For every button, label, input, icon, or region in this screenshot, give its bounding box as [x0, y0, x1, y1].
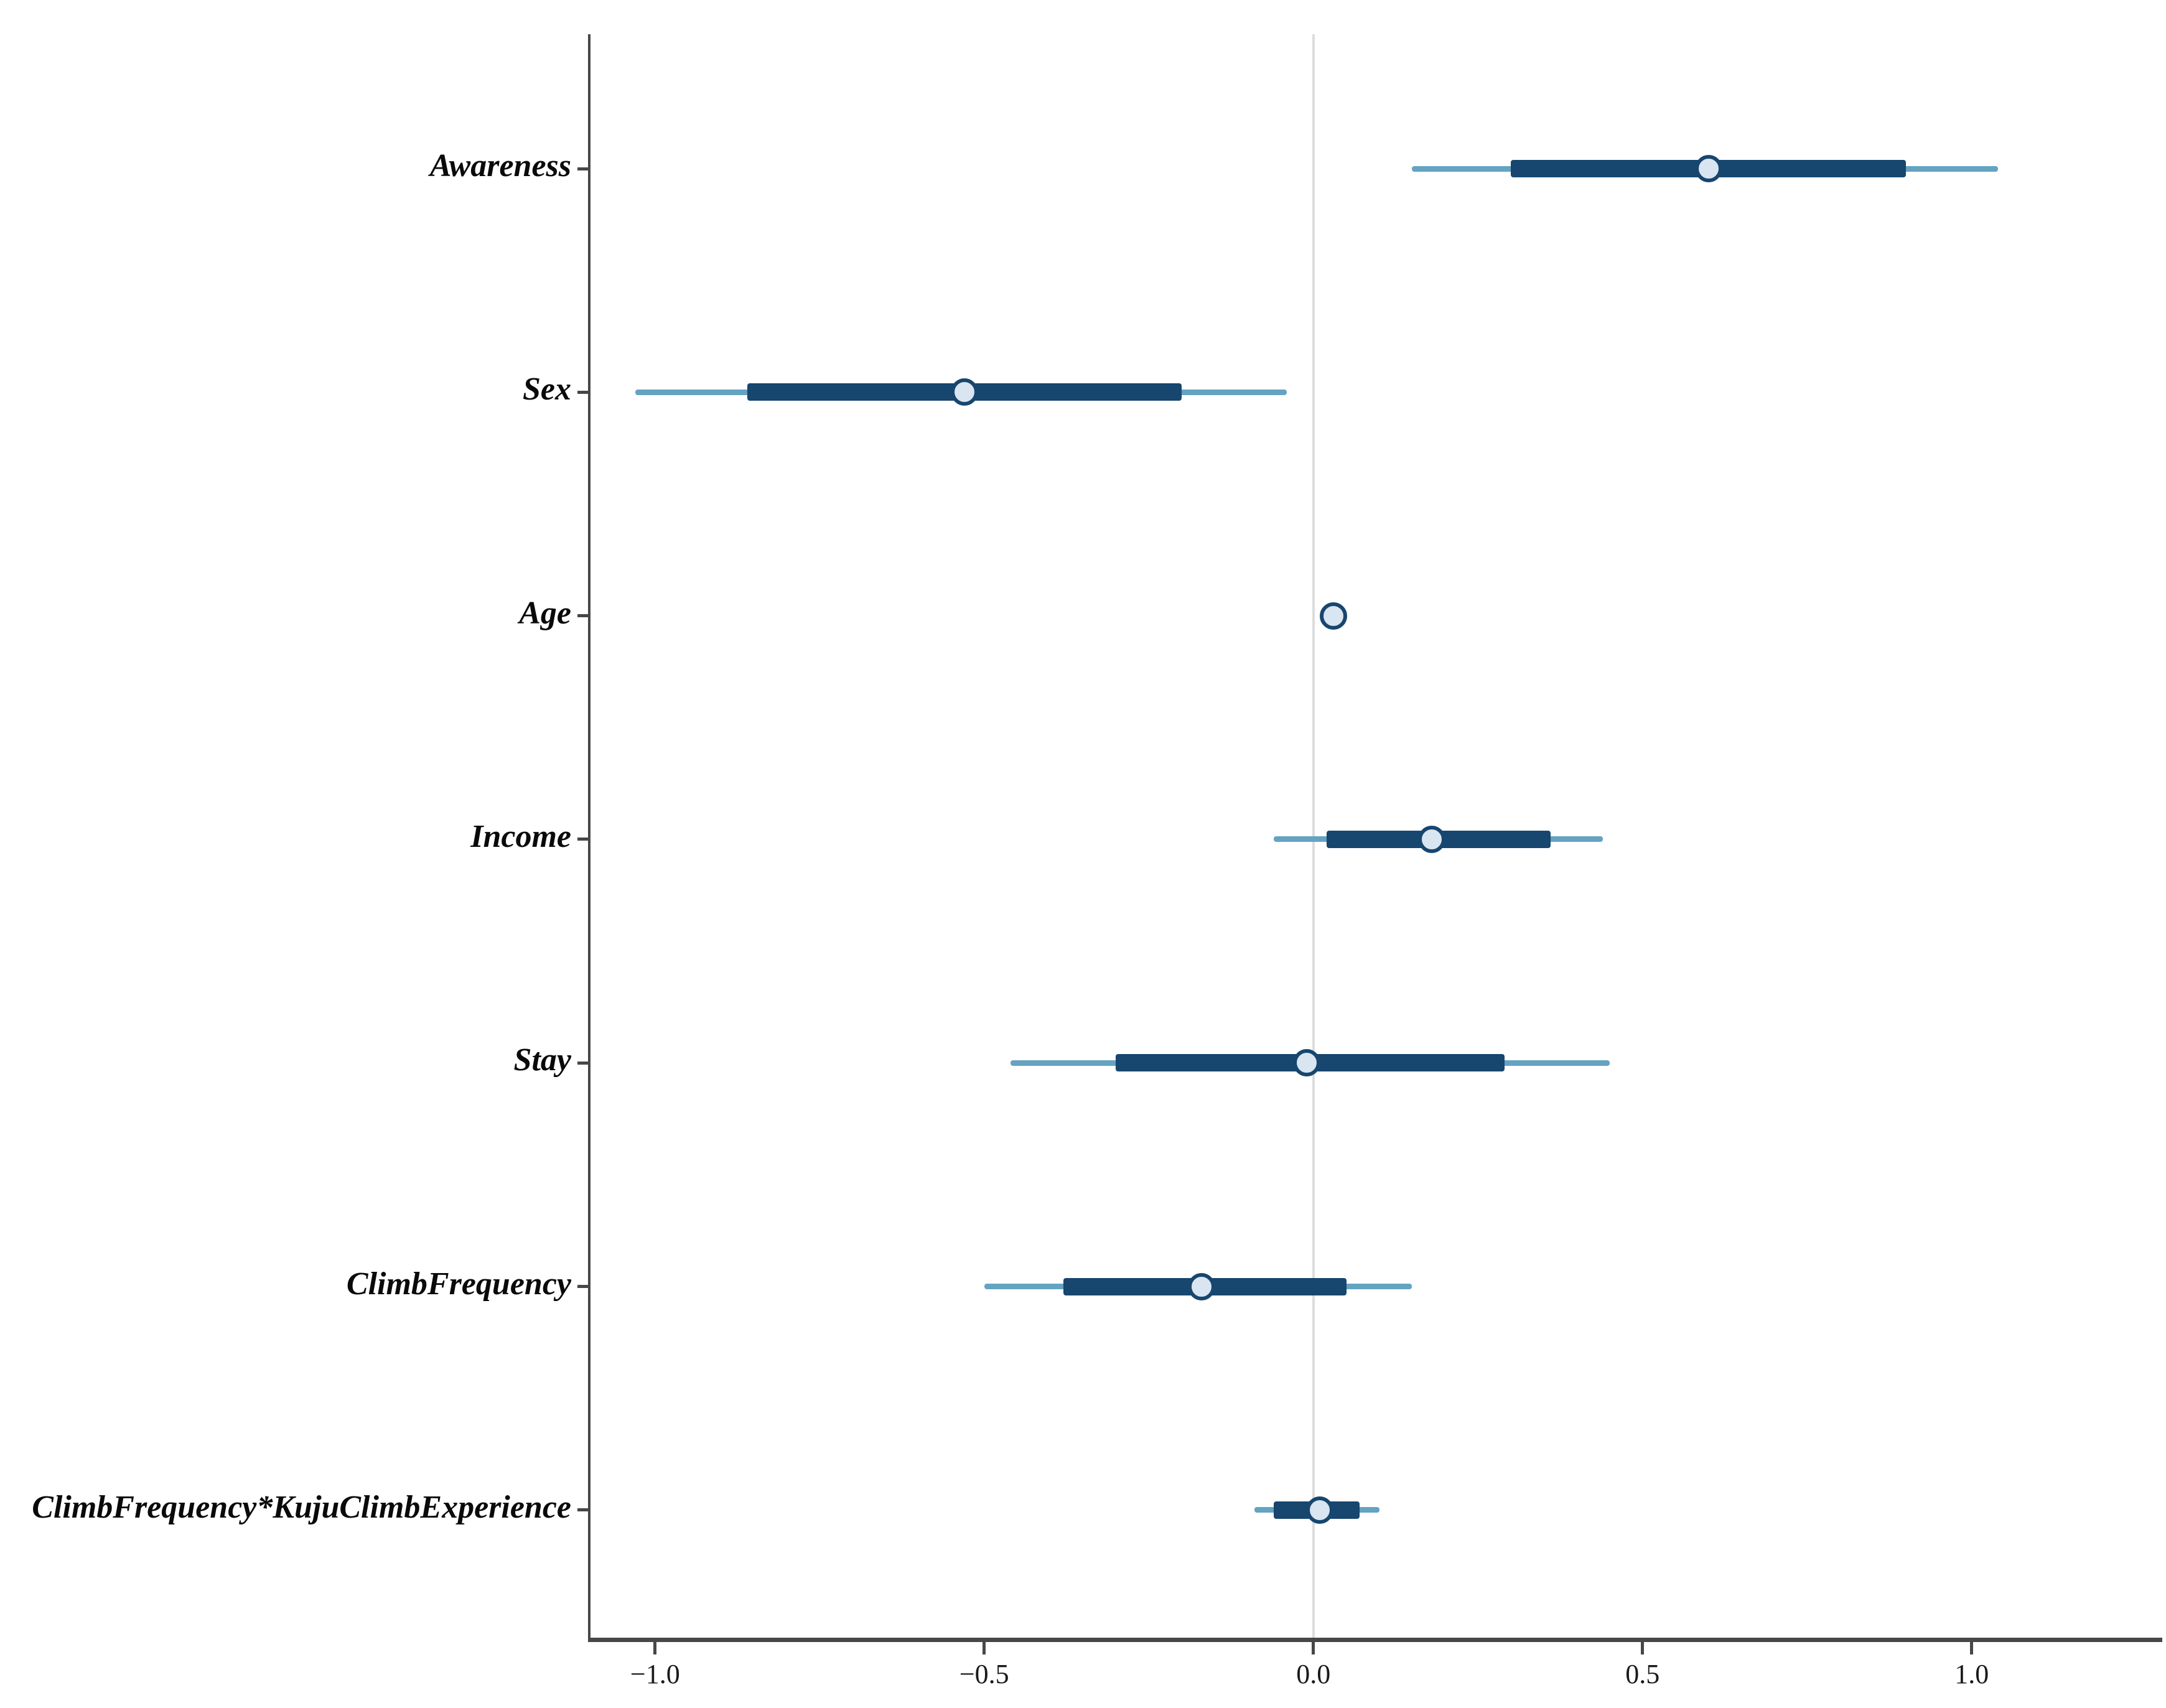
x-axis-tick-label: −1.0	[630, 1659, 680, 1689]
x-axis-line	[588, 1638, 2162, 1642]
row-label: Income	[470, 818, 571, 854]
row-label: Awareness	[429, 148, 571, 184]
estimate-point	[1187, 1272, 1215, 1300]
y-axis-tick-mark	[577, 614, 589, 618]
estimate-point	[1306, 1496, 1334, 1524]
row-label: Sex	[523, 371, 571, 408]
row-label: Age	[519, 595, 571, 631]
y-axis-line	[588, 34, 591, 1642]
row-label: Stay	[513, 1042, 571, 1078]
x-axis-tick-label: 1.0	[1954, 1659, 1989, 1689]
row-label: ClimbFrequency	[346, 1266, 571, 1302]
estimate-point	[951, 378, 979, 406]
x-axis-tick-label: 0.0	[1296, 1659, 1331, 1689]
y-axis-tick-mark	[577, 1508, 589, 1512]
y-axis-tick-mark	[577, 838, 589, 841]
estimate-point	[1418, 825, 1446, 853]
x-axis-tick-label: 0.5	[1625, 1659, 1660, 1689]
y-axis-tick-mark	[577, 167, 589, 170]
x-axis-tick-mark	[983, 1642, 986, 1654]
x-axis-tick-label: −0.5	[959, 1659, 1009, 1689]
x-axis-tick-mark	[653, 1642, 657, 1654]
x-axis-tick-mark	[1312, 1642, 1315, 1654]
estimate-point	[1319, 602, 1347, 630]
estimate-point	[1694, 155, 1722, 182]
x-axis-tick-mark	[1641, 1642, 1645, 1654]
y-axis-tick-mark	[577, 1061, 589, 1065]
x-axis-tick-mark	[1970, 1642, 1974, 1654]
y-axis-tick-mark	[577, 1285, 589, 1289]
row-label: ClimbFrequency*KujuClimbExperience	[32, 1489, 571, 1525]
y-axis-tick-mark	[577, 390, 589, 394]
estimate-point	[1293, 1049, 1321, 1077]
